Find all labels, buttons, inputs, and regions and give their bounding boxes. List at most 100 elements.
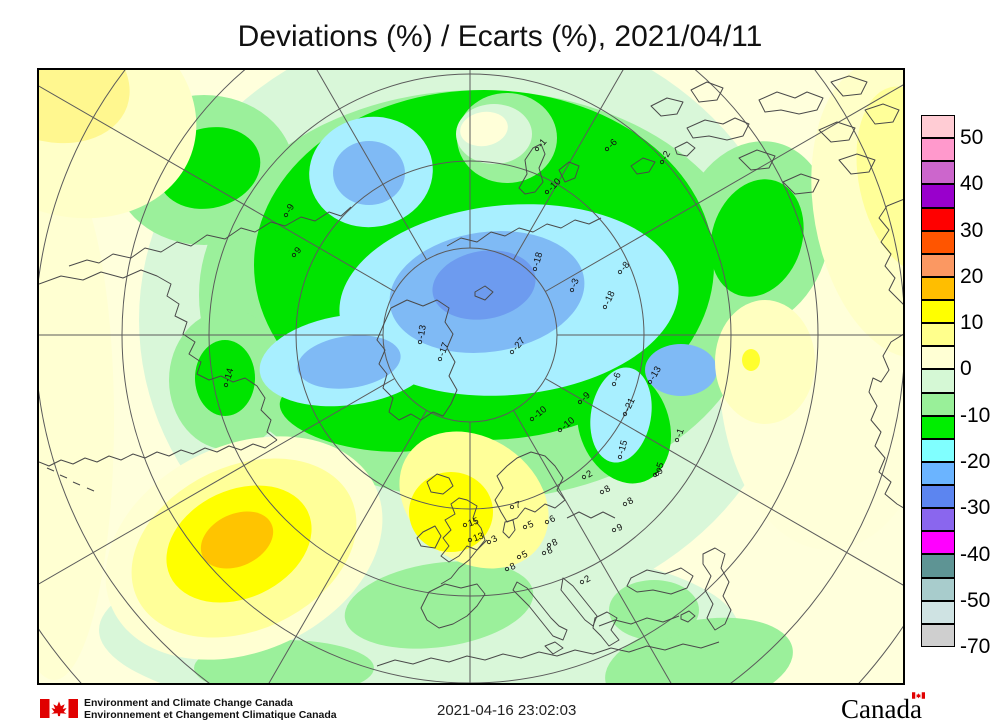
contour-label-1: -18 (602, 289, 618, 310)
colorbar-tick--20: -20 (960, 450, 991, 473)
canada-flag-icon (911, 692, 925, 699)
graticule-grid (39, 70, 903, 683)
org-line-fr: Environnement et Changement Climatique C… (84, 709, 337, 721)
colorbar-cell-9 (921, 323, 955, 347)
colorbar-cell-1 (921, 138, 955, 162)
coastlines (39, 75, 903, 667)
colorbar-cell-13 (921, 415, 955, 439)
contour-region-36 (409, 472, 493, 552)
contour-label-23: 15 (462, 515, 481, 529)
colorbar-cell-20 (921, 577, 955, 601)
svg-text:2: 2 (585, 468, 595, 480)
svg-text:-6: -6 (610, 371, 623, 383)
svg-text:-13: -13 (416, 324, 429, 339)
contour-label-30: 5 (516, 549, 530, 561)
svg-text:8: 8 (603, 483, 613, 495)
svg-text:-10: -10 (531, 404, 549, 421)
map-overlay: -18-18-27-13-17-13-6-21-9-10-10-3-8-14-9… (39, 70, 903, 683)
contour-region-38 (742, 349, 760, 371)
colorbar-cell-5 (921, 230, 955, 254)
svg-text:-14: -14 (222, 367, 236, 383)
svg-text:2: 2 (583, 573, 593, 585)
contour-labels: -18-18-27-13-17-13-6-21-9-10-10-3-8-14-9… (222, 137, 687, 586)
svg-text:-3: -3 (568, 277, 581, 289)
colorbar-tick--30: -30 (960, 496, 991, 520)
wordmark-text: Canada (841, 694, 922, 724)
colorbar-cell-8 (921, 300, 955, 324)
contour-label-9: -10 (529, 404, 549, 421)
contour-fill-layer (39, 70, 903, 683)
colorbar-cell-14 (921, 438, 955, 462)
colorbar-tick-50: 50 (960, 126, 984, 150)
svg-text:5: 5 (526, 519, 535, 531)
colorbar-tick-10: 10 (960, 311, 984, 335)
contour-region-37 (715, 300, 815, 424)
svg-text:8: 8 (508, 561, 517, 573)
contour-region-27 (333, 141, 405, 205)
contour-label-17: -6 (604, 137, 620, 152)
contour-label-22: 9 (291, 245, 304, 258)
svg-text:15: 15 (467, 515, 481, 529)
svg-text:3: 3 (490, 533, 500, 545)
svg-text:-8: -8 (618, 260, 632, 274)
colorbar-legend (921, 115, 955, 647)
colorbar-cell-3 (921, 184, 955, 208)
svg-text:6: 6 (548, 513, 558, 525)
colorbar-cell-7 (921, 276, 955, 301)
colorbar-cell-19 (921, 554, 955, 578)
contour-label-21: -15 (616, 439, 630, 460)
contour-label-12: -8 (617, 260, 632, 275)
contour-label-2: -27 (509, 336, 528, 355)
svg-text:-17: -17 (436, 341, 451, 358)
contour-label-26: 5 (522, 519, 536, 531)
svg-text:-18: -18 (531, 251, 545, 267)
colorbar-tick-0: 0 (960, 357, 972, 381)
colorbar-cell-10 (921, 346, 955, 370)
map-canvas: -18 -18 -27 -13 -17 -13 -6 -21 -9 -10 -10 -3 -8 -14 -9… (37, 68, 905, 685)
colorbar-cell-15 (921, 461, 955, 486)
canada-wordmark: Canada (841, 692, 925, 725)
colorbar-cell-6 (921, 253, 955, 277)
colorbar-tick--50: -50 (960, 588, 991, 612)
contour-label-32: 7 (509, 499, 523, 511)
footer: Environment and Climate Change Canada En… (0, 690, 1000, 726)
svg-text:-1: -1 (535, 137, 549, 151)
svg-text:9: 9 (654, 466, 665, 478)
svg-text:8: 8 (550, 537, 559, 549)
generation-timestamp: 2021-04-16 23:02:03 (437, 702, 577, 719)
contour-label-0: -18 (531, 251, 545, 272)
svg-text:-9: -9 (579, 390, 593, 404)
colorbar-cell-12 (921, 392, 955, 416)
colorbar-tick--70: -70 (960, 635, 991, 658)
contour-label-36: 9 (611, 522, 625, 534)
contour-label-10: -10 (557, 415, 577, 432)
svg-text:-5: -5 (653, 461, 666, 473)
contour-label-35: 8 (622, 495, 636, 507)
svg-text:-18: -18 (602, 289, 618, 306)
contour-label-14: -9 (283, 202, 297, 218)
svg-text:8: 8 (545, 545, 554, 557)
colorbar-cell-2 (921, 161, 955, 185)
colorbar-cell-21 (921, 600, 955, 624)
colorbar-cell-18 (921, 531, 955, 555)
contour-label-18: -2 (659, 149, 673, 165)
colorbar-tick-40: 40 (960, 172, 984, 196)
colorbar-cell-22 (921, 623, 955, 647)
colorbar-cell-16 (921, 485, 955, 509)
svg-text:9: 9 (615, 522, 624, 534)
contour-label-38: 9 (652, 466, 666, 478)
contour-label-25: 3 (486, 533, 500, 545)
contour-label-7: -21 (622, 396, 638, 417)
svg-text:-6: -6 (606, 137, 620, 151)
colorbar-cell-17 (921, 508, 955, 532)
svg-text:7: 7 (514, 499, 523, 511)
page-title: Deviations (%) / Ecarts (%), 2021/04/11 (237, 20, 763, 53)
colorbar-tick-20: 20 (960, 264, 984, 288)
colorbar-cell-11 (921, 369, 955, 393)
org-line-en: Environment and Climate Change Canada (84, 697, 293, 709)
contour-label-13: -14 (222, 367, 236, 388)
contour-label-29: 8 (541, 545, 555, 557)
contour-label-16: -1 (534, 137, 549, 152)
svg-text:5: 5 (520, 549, 529, 561)
